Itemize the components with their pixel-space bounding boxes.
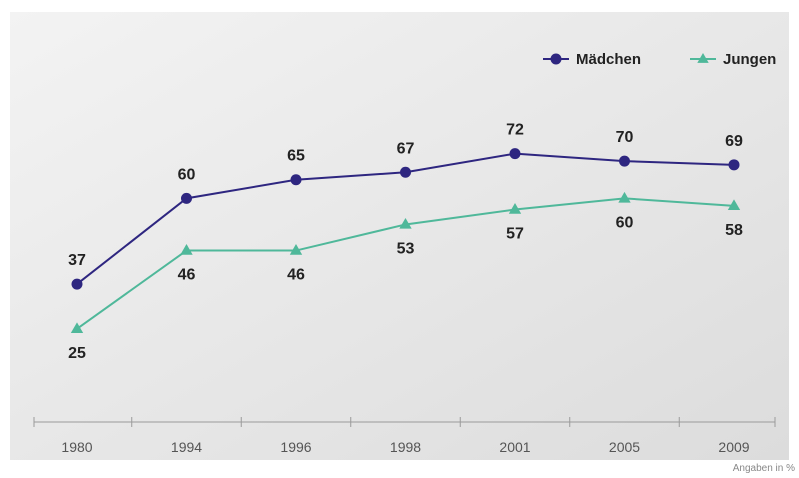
data-label: 60 — [616, 214, 634, 231]
data-label: 70 — [616, 129, 634, 146]
data-label: 37 — [68, 252, 86, 269]
data-point — [400, 166, 411, 178]
data-label: 72 — [506, 122, 524, 139]
data-point — [619, 155, 630, 167]
legend-label: Jungen — [723, 51, 776, 68]
data-point — [70, 322, 84, 334]
legend-label: Mädchen — [576, 51, 641, 68]
x-tick-label: 2005 — [609, 439, 640, 455]
data-label: 65 — [287, 148, 305, 165]
series-maedchen: 37 60 65 67 72 70 69 — [68, 122, 743, 290]
data-point — [618, 191, 631, 203]
x-tick-label: 1996 — [280, 439, 311, 455]
x-tick-label: 2001 — [499, 439, 530, 455]
data-label: 46 — [178, 267, 196, 284]
data-point — [399, 217, 412, 229]
data-label: 58 — [725, 222, 743, 239]
data-point — [728, 159, 740, 171]
data-point — [289, 244, 303, 255]
data-point — [508, 203, 522, 214]
series-jungen: 25 46 46 53 57 60 58 — [68, 191, 743, 362]
x-tick-label: 1998 — [390, 439, 421, 455]
data-label: 60 — [178, 166, 196, 183]
data-label: 46 — [287, 267, 305, 284]
data-label: 57 — [506, 226, 524, 243]
data-point — [509, 148, 521, 160]
footnote: Angaben in % — [732, 463, 795, 474]
x-tick-label: 2009 — [718, 439, 749, 455]
series-layer: 37 60 65 67 72 70 69 25 46 46 53 57 60 58 — [68, 122, 743, 362]
x-tick-label: 1994 — [171, 439, 202, 455]
x-axis-ticks: 1980 1994 1996 1998 2001 2005 2009 — [33, 417, 776, 455]
x-tick-label: 1980 — [61, 439, 92, 455]
data-point — [727, 199, 741, 211]
legend: Mädchen Jungen — [543, 51, 776, 68]
data-point — [290, 174, 302, 186]
data-label: 53 — [397, 240, 415, 257]
data-point — [71, 278, 83, 290]
data-point — [181, 192, 192, 204]
data-point — [180, 244, 193, 255]
data-label: 25 — [68, 345, 86, 362]
legend-marker — [550, 53, 562, 65]
data-label: 69 — [725, 133, 743, 150]
plot-background — [10, 12, 789, 460]
data-label: 67 — [397, 140, 415, 157]
legend-marker — [697, 53, 709, 63]
